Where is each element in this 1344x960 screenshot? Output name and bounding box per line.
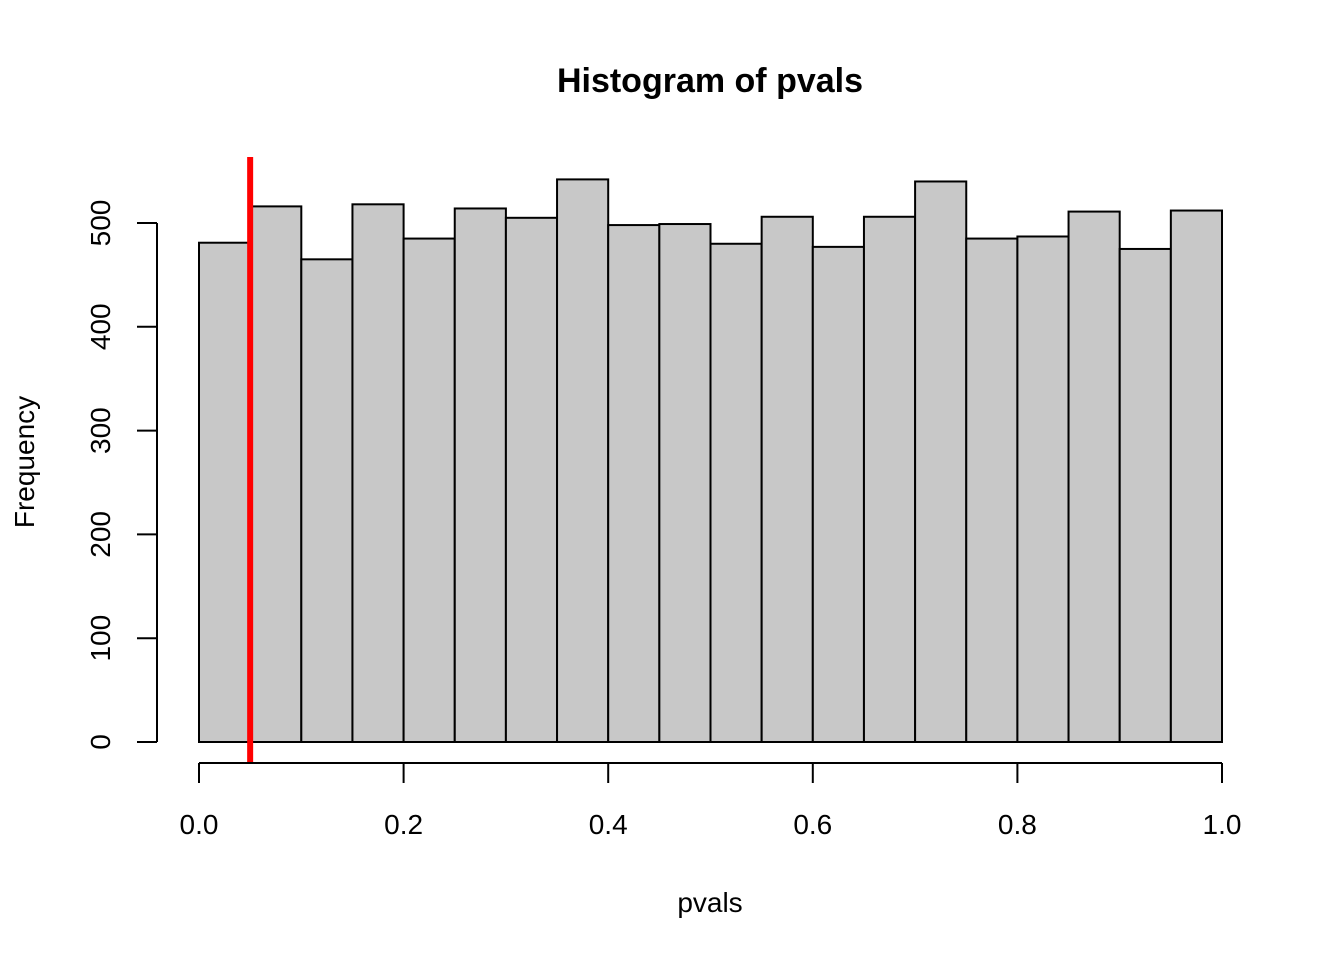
y-tick-label: 500 [85,200,116,247]
histogram-bar [300,258,354,743]
histogram-bar [1067,210,1121,744]
y-tick-label: 0 [85,734,116,750]
histogram-bar [504,216,559,743]
y-axis-label: Frequency [9,396,40,528]
histogram-bar [198,241,252,744]
histogram-bar [709,242,763,743]
y-tick-label: 200 [85,511,116,558]
x-tick-label: 0.6 [793,809,832,840]
histogram-bar [556,178,610,744]
x-axis: 0.0 0.2 0.4 0.6 0.8 1.0 [180,762,1242,840]
histogram-bar [658,223,712,743]
histogram-bar [607,224,661,744]
histogram-bar [1118,247,1172,743]
histogram-bar [402,237,456,743]
x-tick-label: 0.0 [180,809,219,840]
x-axis-label: pvals [677,887,742,918]
y-tick-label: 300 [85,407,116,454]
x-tick-label: 0.2 [384,809,423,840]
histogram-bar [914,180,968,744]
histogram-bar [1016,235,1070,744]
chart-title: Histogram of pvals [557,62,863,100]
histogram-bar [811,245,865,743]
bars-group [198,178,1223,744]
histogram-bar [965,237,1019,743]
y-tick-label: 100 [85,615,116,662]
histogram-bar [862,215,917,744]
histogram-bar [1169,209,1223,743]
histogram-bar [249,205,303,743]
x-tick-label: 0.8 [998,809,1037,840]
histogram-bar [351,203,405,744]
x-tick-label: 1.0 [1203,809,1242,840]
y-tick-label: 400 [85,303,116,350]
histogram-bar [760,215,814,744]
histogram-bar [453,207,507,743]
y-axis: 0 100 200 300 400 500 [85,200,158,750]
x-tick-label: 0.4 [589,809,628,840]
